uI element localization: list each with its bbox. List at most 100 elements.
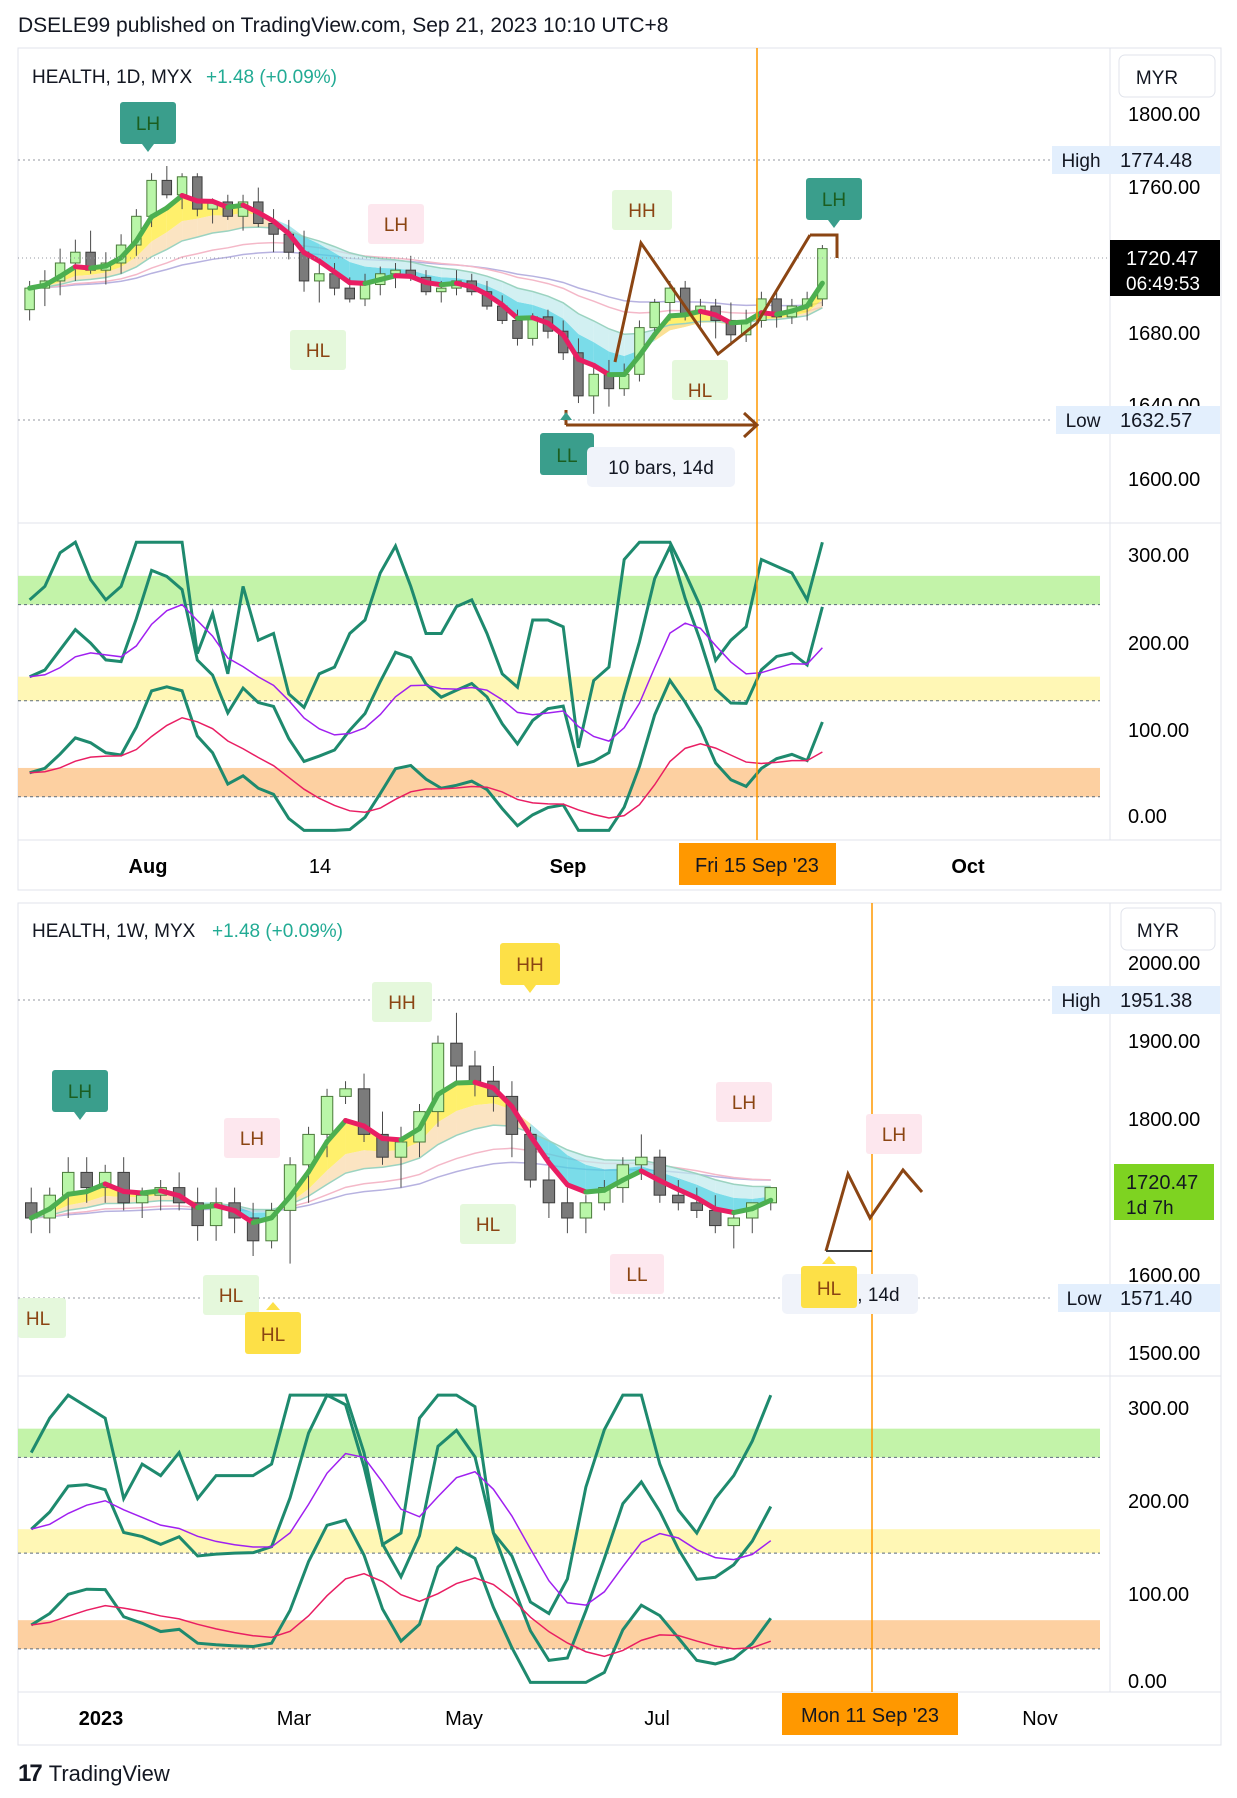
marker-w-hl-yellow-2[interactable]: HL — [801, 1256, 857, 1308]
osc-signal-mid — [29, 603, 823, 742]
ma-fast-seg — [620, 1168, 644, 1183]
marker-w-ll[interactable]: LL — [610, 1254, 664, 1294]
ma-fast-seg — [306, 1139, 330, 1175]
candle-up — [579, 1202, 593, 1219]
svg-text:High: High — [1061, 991, 1100, 1012]
svg-text:HL: HL — [688, 381, 712, 402]
panel-1d-currency-button[interactable]: MYR — [1118, 54, 1216, 98]
ma-fast-seg — [164, 193, 185, 211]
marker-w-hl-yellow[interactable]: HL — [245, 1302, 301, 1354]
svg-text:1720.47: 1720.47 — [1126, 248, 1198, 270]
svg-text:1632.57: 1632.57 — [1120, 410, 1192, 432]
ma-fast-seg — [380, 1136, 404, 1143]
ma-ribbon-seg-outer — [105, 266, 122, 278]
marker-w-lh-2[interactable]: LH — [224, 1118, 280, 1158]
svg-text:1720.47: 1720.47 — [1126, 1172, 1198, 1194]
marker-hl-green-1[interactable]: HL — [290, 330, 346, 370]
marker-lh-teal-1[interactable]: LH — [120, 102, 176, 152]
panel-1d-change: +1.48 (+0.09%) — [206, 67, 337, 88]
svg-text:LH: LH — [68, 1082, 92, 1103]
svg-text:LL: LL — [626, 1265, 647, 1286]
ma-ribbon-seg-outer — [567, 1149, 586, 1165]
marker-w-lh-3[interactable]: LH — [716, 1082, 772, 1122]
svg-text:Low: Low — [1067, 1289, 1102, 1310]
panel-1w-symbol[interactable]: HEALTH, 1W, MYX — [32, 921, 196, 942]
marker-hh-green[interactable]: HH — [612, 190, 672, 230]
ma-ribbon-seg-outer — [365, 256, 381, 268]
panel-1d-frame — [17, 47, 1222, 891]
ma-fast-seg — [347, 280, 368, 286]
p2-x-nov: Nov — [1022, 1708, 1058, 1730]
osc-line-top — [28, 539, 824, 749]
ma-ribbon-seg-outer — [308, 1170, 328, 1197]
panel-1d-date-badge: Fri 15 Sep '23 — [679, 843, 836, 885]
marker-w-lh-teal[interactable]: LH — [52, 1070, 108, 1120]
ma-ribbon-seg — [349, 262, 366, 284]
svg-text:Mon 11 Sep '23: Mon 11 Sep '23 — [801, 1705, 939, 1727]
ma-fast-seg — [774, 308, 795, 317]
ma-fast-seg — [301, 250, 322, 264]
p2-tick-1500: 1500.00 — [1128, 1343, 1200, 1365]
ma-ribbon-seg-outer — [60, 276, 76, 285]
ma-ribbon-seg-outer — [456, 269, 472, 281]
p2-osc-tick-200: 200.00 — [1128, 1491, 1189, 1513]
marker-w-hl-1[interactable]: HL — [18, 1298, 66, 1338]
ma-ribbon-seg-outer — [530, 1123, 549, 1141]
p2-x-jul: Jul — [644, 1708, 670, 1730]
marker-w-lh-4[interactable]: LH — [866, 1114, 922, 1154]
marker-w-hl-2[interactable]: HL — [203, 1275, 259, 1315]
marker-w-hl-3[interactable]: HL — [460, 1204, 516, 1244]
ma-ribbon-seg-outer — [456, 1105, 475, 1136]
candle-up — [265, 1209, 278, 1242]
candle-up — [436, 287, 447, 293]
ma-fast-seg — [210, 198, 231, 210]
p1-osc-tick-200: 200.00 — [1128, 633, 1189, 655]
marker-lh-teal-2[interactable]: LH — [806, 178, 862, 228]
p1-tick-1800: 1800.00 — [1128, 104, 1200, 126]
ma-ribbon-seg — [585, 1164, 605, 1193]
ma-fast-seg — [423, 280, 444, 288]
ma-fast-seg — [271, 218, 292, 237]
ma-fast-seg — [682, 308, 703, 318]
candle-up — [314, 273, 325, 282]
candle-up — [24, 287, 35, 311]
ma-fast-seg — [743, 310, 764, 325]
marker-hl-green-2[interactable]: HL — [672, 360, 728, 402]
marker-ll-teal[interactable]: LL — [540, 412, 594, 475]
ma-fast-seg — [149, 205, 170, 220]
ma-fast-seg — [438, 280, 459, 288]
ma-ribbon-seg-outer — [517, 288, 533, 305]
ma-fast-seg — [42, 273, 63, 288]
ma-fast-seg — [88, 263, 109, 271]
brand-footer[interactable]: 17 TradingView — [18, 1760, 170, 1788]
ma-fast-seg — [713, 312, 734, 326]
ma-ribbon-seg-outer — [441, 268, 457, 278]
ma-ribbon-seg — [548, 1139, 568, 1185]
panel-1w-currency-button[interactable]: MYR — [1120, 907, 1216, 951]
ma-fast-seg — [416, 1091, 441, 1132]
ma-fast-seg — [453, 280, 475, 290]
panel-1d-symbol[interactable]: HEALTH, 1D, MYX — [32, 67, 192, 88]
ma-fast-seg — [731, 1206, 755, 1216]
ma-ribbon-seg-outer — [136, 241, 152, 267]
ma-ribbon-seg-outer — [437, 1111, 457, 1145]
candle-up — [394, 1141, 408, 1158]
ma-fast-seg — [72, 264, 94, 271]
candle-up — [664, 287, 676, 303]
ma-fast-seg — [57, 264, 78, 279]
ma-fast-seg — [789, 303, 810, 314]
marker-lh-pink-1[interactable]: LH — [368, 204, 424, 244]
ma-fast-seg — [118, 238, 139, 261]
ma-fast-seg — [530, 315, 551, 326]
candle-up — [588, 373, 599, 397]
marker-w-hh-1[interactable]: HH — [372, 982, 432, 1022]
ma-ribbon-seg — [304, 236, 320, 262]
panel-1d-zigzag-end — [810, 233, 839, 258]
p2-tick-1800: 1800.00 — [1128, 1109, 1200, 1131]
marker-w-hh-yellow[interactable]: HH — [500, 943, 560, 993]
ma-fast-seg — [179, 193, 200, 204]
svg-text:High: High — [1061, 151, 1100, 172]
ma-fast-seg — [332, 269, 353, 286]
ma-ribbon-seg — [696, 1184, 716, 1209]
